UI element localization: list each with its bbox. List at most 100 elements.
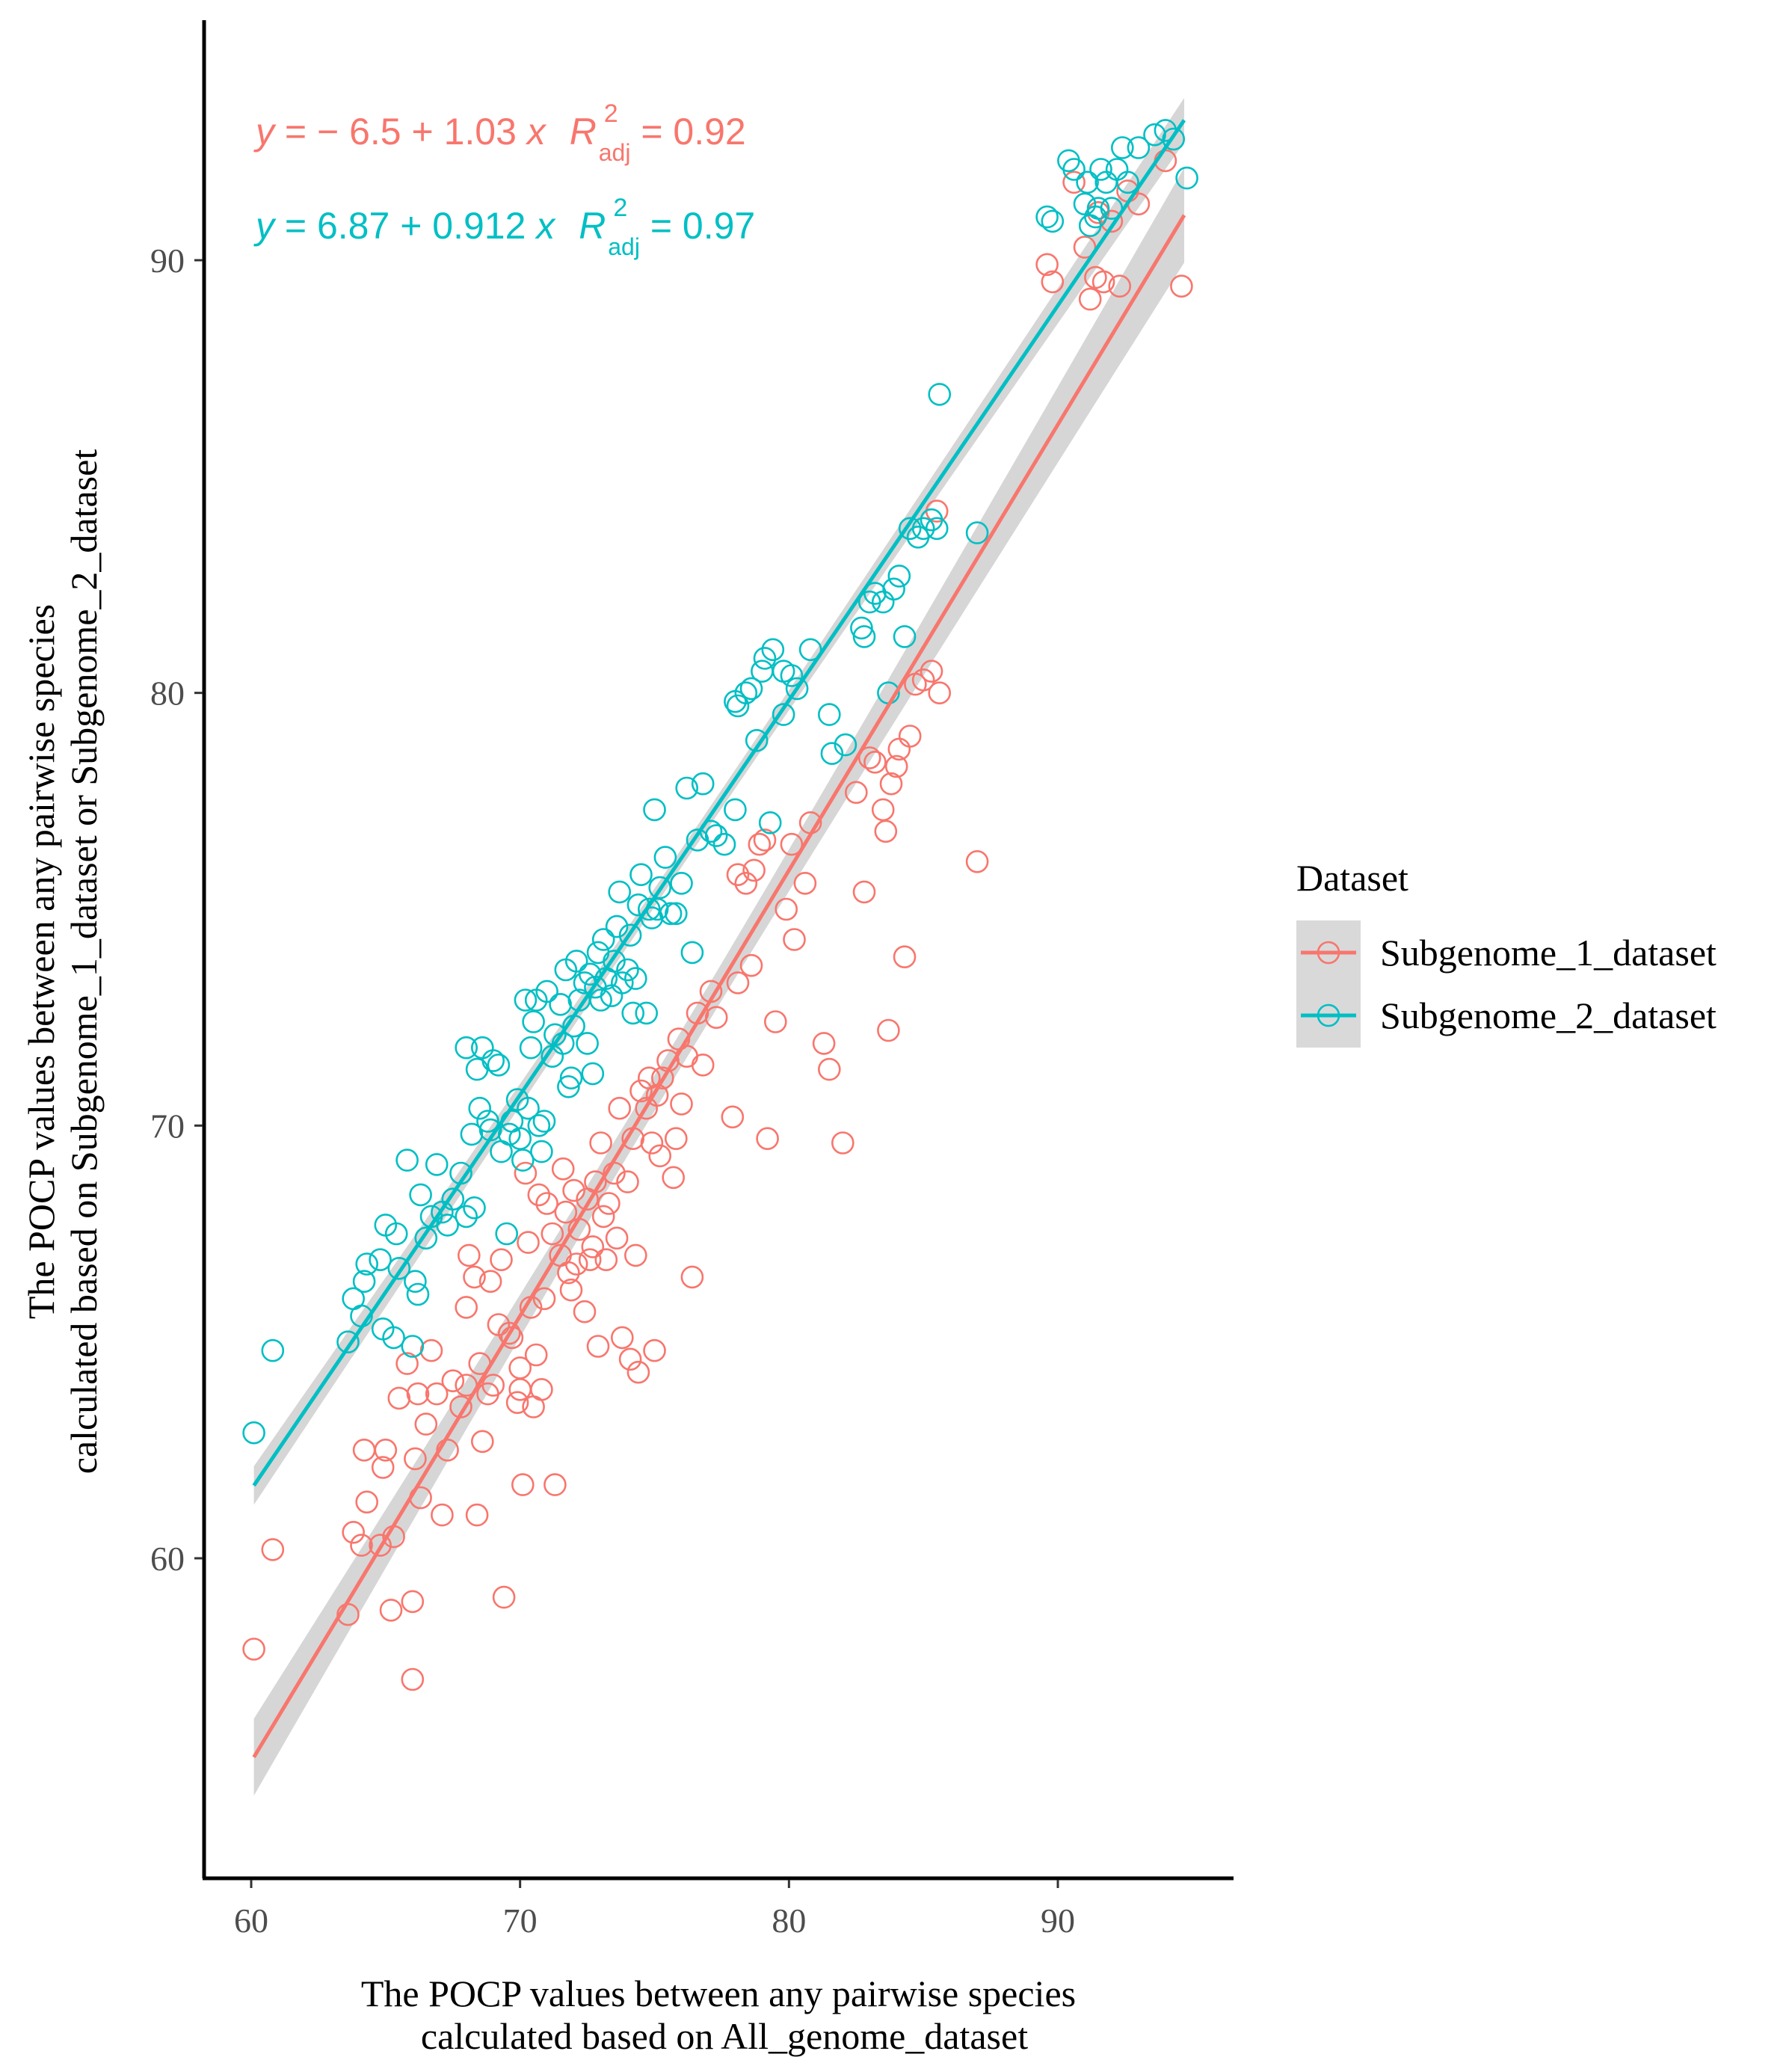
point-subgenome-1-dataset (455, 1296, 478, 1319)
point-subgenome-2-dataset (495, 1222, 519, 1246)
point-subgenome-1-dataset (877, 1018, 900, 1042)
point-subgenome-2-dataset (739, 677, 763, 701)
point-subgenome-1-dataset (898, 725, 922, 748)
point-subgenome-2-dataset (745, 728, 769, 752)
point-subgenome-1-dataset (664, 1127, 688, 1150)
point-subgenome-1-dataset (608, 1096, 632, 1120)
point-subgenome-2-dataset (1062, 158, 1086, 181)
point-subgenome-1-dataset (463, 1265, 486, 1289)
point-subgenome-1-dataset (478, 1270, 502, 1293)
point-subgenome-1-dataset (457, 1243, 481, 1267)
point-subgenome-1-dataset (508, 1356, 532, 1380)
point-subgenome-2-dataset (911, 517, 935, 541)
point-subgenome-1-dataset (261, 1538, 285, 1561)
point-subgenome-1-dataset (369, 1534, 392, 1557)
point-subgenome-2-dataset (1076, 170, 1099, 194)
point-subgenome-2-dataset (925, 517, 949, 541)
confidence-band-subgenome-1-dataset (253, 167, 1185, 1796)
point-subgenome-2-dataset (527, 1114, 551, 1137)
point-subgenome-1-dataset (874, 820, 898, 843)
point-subgenome-2-dataset (559, 1066, 583, 1089)
point-subgenome-2-dataset (465, 1057, 489, 1081)
point-subgenome-2-dataset (882, 577, 905, 601)
point-subgenome-1-dataset (1078, 287, 1102, 311)
point-subgenome-2-dataset (355, 1252, 379, 1276)
point-subgenome-2-dataset (460, 1122, 484, 1146)
point-subgenome-1-dataset (793, 872, 817, 895)
point-subgenome-2-dataset (519, 1036, 543, 1060)
point-subgenome-1-dataset (242, 1638, 265, 1661)
point-subgenome-1-dataset (551, 1157, 575, 1181)
point-subgenome-1-dataset (594, 1248, 618, 1271)
y-tick-label: 70 (150, 1107, 185, 1145)
point-subgenome-2-dataset (514, 989, 538, 1012)
point-subgenome-2-dataset (1116, 170, 1139, 194)
point-subgenome-1-dataset (419, 1338, 443, 1362)
point-subgenome-2-dataset (761, 638, 785, 662)
y-ticks: 60 70 80 90 (150, 242, 203, 1578)
point-subgenome-2-dataset (670, 872, 693, 895)
point-subgenome-2-dataset (591, 928, 615, 951)
point-subgenome-2-dataset (616, 958, 639, 982)
point-subgenome-1-dataset (629, 1079, 653, 1103)
equation-subgenome-1-dataset: y = − 6.5 + 1.03 x R 2 adj = 0.92 (253, 99, 746, 166)
point-subgenome-2-dataset (455, 1205, 478, 1229)
point-subgenome-2-dataset (409, 1183, 432, 1207)
point-subgenome-1-dataset (564, 1252, 588, 1276)
point-subgenome-2-dataset (549, 993, 572, 1016)
point-subgenome-2-dataset (664, 902, 688, 926)
point-subgenome-1-dataset (554, 1200, 578, 1224)
point-subgenome-1-dataset (818, 1057, 841, 1081)
point-subgenome-1-dataset (342, 1521, 366, 1544)
point-subgenome-2-dataset (603, 950, 626, 973)
point-subgenome-2-dataset (1111, 136, 1134, 159)
point-subgenome-1-dataset (387, 1386, 411, 1410)
point-subgenome-2-dataset (1143, 123, 1166, 147)
point-subgenome-2-dataset (635, 1001, 659, 1025)
point-subgenome-2-dataset (1086, 197, 1110, 220)
point-subgenome-1-dataset (425, 1382, 449, 1406)
y-axis-title-line-1: The POCP values between any pairwise spe… (20, 604, 62, 1319)
point-subgenome-2-dataset (751, 659, 774, 683)
point-subgenome-2-dataset (648, 876, 672, 900)
point-subgenome-1-dataset (441, 1369, 465, 1392)
point-subgenome-1-dataset (1035, 253, 1059, 277)
point-subgenome-2-dataset (441, 1187, 465, 1211)
regression-lines (252, 119, 1186, 1759)
point-subgenome-2-dataset (893, 625, 917, 648)
point-subgenome-2-dataset (834, 733, 857, 757)
regression-line-subgenome-1-dataset (252, 214, 1186, 1759)
point-subgenome-1-dataset (753, 828, 777, 852)
point-subgenome-2-dataset (928, 383, 951, 406)
point-subgenome-2-dataset (871, 590, 895, 614)
point-subgenome-2-dataset (522, 1010, 545, 1033)
point-subgenome-1-dataset (350, 1534, 373, 1557)
point-subgenome-2-dataset (820, 742, 844, 766)
point-subgenome-1-dataset (404, 1447, 427, 1471)
point-subgenome-2-dataset (581, 1062, 605, 1086)
point-subgenome-1-dataset (562, 1178, 585, 1202)
x-ticks: 60 70 80 90 (234, 1880, 1075, 1940)
point-subgenome-2-dataset (508, 1127, 532, 1150)
legend-title: Dataset (1296, 857, 1408, 899)
point-subgenome-1-dataset (1062, 170, 1086, 194)
point-subgenome-2-dataset (637, 897, 661, 921)
point-subgenome-2-dataset (608, 880, 632, 904)
point-subgenome-1-dataset (581, 1235, 605, 1258)
point-subgenome-1-dataset (616, 1170, 639, 1193)
point-subgenome-2-dataset (336, 1330, 360, 1353)
point-subgenome-1-dataset (352, 1439, 376, 1462)
point-subgenome-2-dataset (406, 1282, 430, 1306)
point-subgenome-1-dataset (742, 858, 766, 882)
point-subgenome-1-dataset (505, 1391, 529, 1414)
point-subgenome-1-dataset (662, 1166, 686, 1190)
point-subgenome-2-dataset (576, 1032, 599, 1055)
point-subgenome-2-dataset (887, 565, 911, 588)
point-subgenome-1-dataset (524, 1343, 548, 1367)
point-subgenome-1-dataset (640, 1131, 664, 1154)
point-subgenome-1-dataset (775, 897, 798, 921)
point-subgenome-1-dataset (748, 832, 772, 856)
x-tick-label: 60 (234, 1901, 268, 1940)
point-subgenome-2-dataset (653, 846, 677, 869)
point-subgenome-2-dataset (382, 1326, 405, 1350)
